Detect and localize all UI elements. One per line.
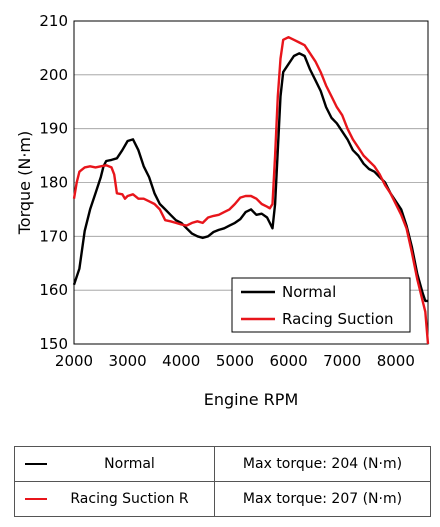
x-tick-label: 3000 bbox=[109, 352, 147, 370]
line-swatch bbox=[25, 463, 47, 465]
chart-legend: Normal Racing Suction bbox=[231, 277, 411, 333]
table-row: Normal Max torque: 204 (N·m) bbox=[14, 446, 431, 482]
series-line-racing-suction bbox=[72, 36, 430, 345]
legend-label-racing: Racing Suction bbox=[282, 310, 394, 328]
series-line-normal bbox=[72, 52, 428, 303]
series-lines bbox=[72, 36, 430, 345]
series-cell: Racing Suction R bbox=[14, 481, 215, 517]
series-label: Racing Suction R bbox=[70, 491, 189, 507]
y-tick-label: 170 bbox=[39, 227, 68, 245]
table-row: Racing Suction R Max torque: 207 (N·m) bbox=[14, 481, 431, 517]
y-tick-label: 180 bbox=[39, 174, 68, 192]
legend-label-normal: Normal bbox=[282, 283, 336, 301]
x-tick-label: 6000 bbox=[269, 352, 307, 370]
y-tick-label: 160 bbox=[39, 281, 68, 299]
line-swatch bbox=[25, 498, 47, 500]
legend-box bbox=[231, 277, 411, 333]
x-tick-label: 8000 bbox=[377, 352, 415, 370]
x-tick-label: 2000 bbox=[55, 352, 93, 370]
x-tick-label: 4000 bbox=[162, 352, 200, 370]
y-tick-label: 200 bbox=[39, 66, 68, 84]
max-torque-cell: Max torque: 204 (N·m) bbox=[214, 446, 431, 482]
x-tick-label: 5000 bbox=[216, 352, 254, 370]
x-axis-title: Engine RPM bbox=[204, 390, 299, 409]
series-cell: Normal bbox=[14, 446, 215, 482]
plot-frame bbox=[73, 20, 429, 345]
y-tick-label: 190 bbox=[39, 120, 68, 138]
max-torque-cell: Max torque: 207 (N·m) bbox=[214, 481, 431, 517]
torque-chart: 150 160 170 180 190 200 210 2000 3000 4000 5000 60… bbox=[15, 12, 430, 409]
max-torque-table: Normal Max torque: 204 (N·m) Racing Suct… bbox=[14, 446, 431, 517]
series-label: Normal bbox=[104, 456, 155, 472]
y-tick-label: 150 bbox=[39, 335, 68, 353]
x-tick-label: 7000 bbox=[323, 352, 361, 370]
y-tick-labels: 150 160 170 180 190 200 210 bbox=[39, 12, 68, 353]
y-axis-title: Torque (N·m) bbox=[15, 131, 34, 236]
y-tick-label: 210 bbox=[39, 12, 68, 30]
x-tick-labels: 2000 3000 4000 5000 6000 7000 8000 bbox=[55, 352, 415, 370]
